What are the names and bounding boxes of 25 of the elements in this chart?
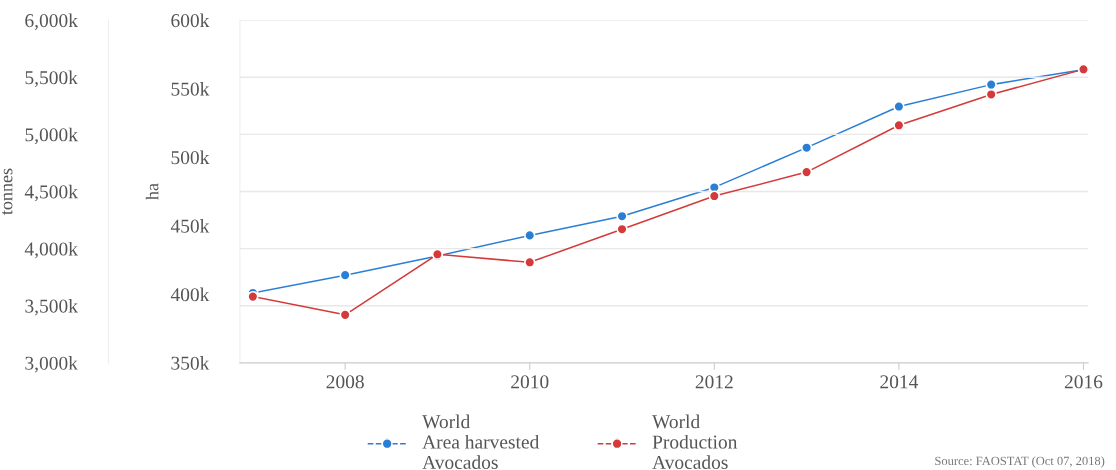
y-tick-label: 3,000k — [25, 356, 78, 373]
x-tick-label: 2016 — [1064, 375, 1103, 389]
y2-tick-label: 500k — [171, 150, 210, 165]
x-tick-label: 2012 — [695, 375, 733, 389]
source-note: Source: FAOSTAT (Oct 07, 2018) — [935, 456, 1105, 468]
x-tick-label: 2010 — [511, 375, 549, 389]
y-tick-label: 5,500k — [25, 70, 78, 88]
y-tick-label: 4,500k — [24, 184, 78, 202]
y2-tick-label: 600k — [171, 13, 210, 28]
x-tick-label: 2008 — [326, 375, 364, 389]
y-tick-label: 5,000k — [25, 127, 78, 145]
legend-label: World Area harvested Avocados — [422, 414, 540, 469]
y-tick-label: 3,500k — [25, 298, 78, 316]
y2-axis-title: ha — [145, 183, 159, 200]
y-tick-label: 4,000k — [24, 241, 78, 259]
point — [616, 223, 628, 235]
y2-tick-label: 350k — [171, 356, 210, 370]
legend-label: World Production Avocados — [652, 414, 738, 469]
point — [616, 210, 628, 222]
y2-tick-label: 400k — [170, 287, 210, 302]
x-tick-label: 2014 — [880, 375, 919, 389]
y2-tick-label: 450k — [170, 219, 210, 233]
y2-tick-label: 550k — [171, 81, 210, 96]
y-axis-title: tonnes — [2, 168, 13, 215]
y-tick-label: 6,000k — [25, 13, 78, 30]
